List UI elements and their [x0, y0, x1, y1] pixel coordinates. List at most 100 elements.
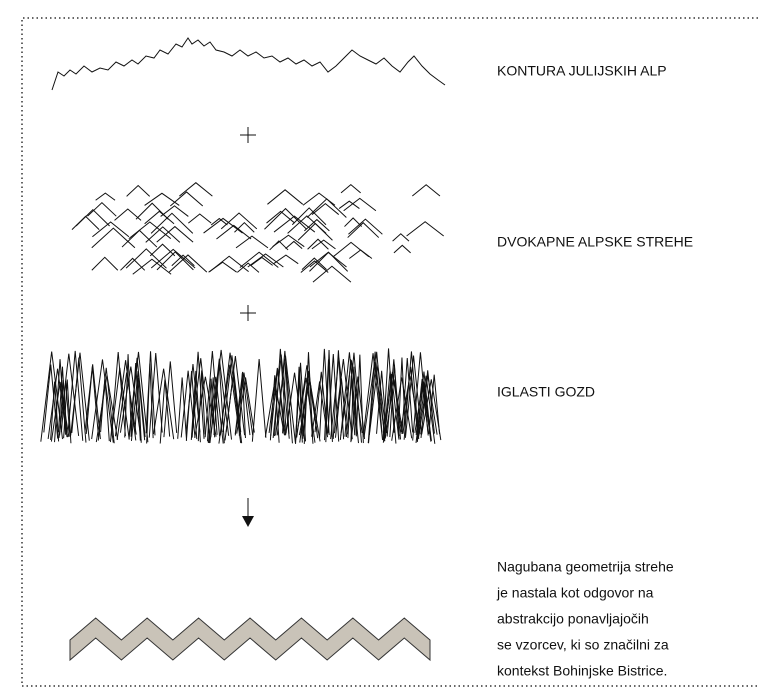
- tree: [401, 357, 414, 435]
- roof: [311, 202, 340, 215]
- roof-pattern: [71, 182, 444, 283]
- tree: [153, 368, 175, 440]
- roof: [92, 221, 130, 238]
- tree: [384, 379, 404, 439]
- tree: [177, 377, 188, 441]
- roof: [302, 192, 336, 206]
- roof: [272, 234, 305, 248]
- tree: [163, 361, 178, 438]
- tree: [363, 353, 384, 441]
- roof: [312, 265, 352, 283]
- roof: [95, 192, 116, 201]
- roof: [87, 201, 117, 217]
- roof: [91, 227, 136, 249]
- roof: [236, 262, 260, 273]
- roof: [220, 212, 258, 230]
- roof: [267, 189, 304, 205]
- tree: [204, 351, 221, 438]
- tree: [148, 353, 163, 438]
- roof: [149, 243, 176, 257]
- tree: [57, 366, 67, 434]
- tree: [114, 360, 137, 441]
- roof: [235, 235, 269, 249]
- roof: [132, 258, 172, 275]
- tree: [124, 354, 132, 438]
- arrow-head: [242, 516, 254, 527]
- roof: [392, 233, 410, 242]
- tree: [60, 380, 71, 437]
- roof: [156, 251, 194, 271]
- tree: [251, 359, 267, 442]
- tree: [272, 354, 290, 439]
- roof: [338, 200, 360, 209]
- roof: [160, 205, 189, 217]
- roof: [344, 217, 363, 227]
- plus-sign: [240, 305, 256, 321]
- tree: [324, 359, 333, 442]
- tree: [367, 351, 383, 444]
- mountain-contour: [51, 37, 446, 91]
- tree: [363, 362, 386, 439]
- tree: [47, 368, 68, 440]
- tree: [191, 358, 211, 440]
- roof: [114, 208, 142, 221]
- tree: [302, 379, 314, 444]
- tree: [327, 353, 340, 442]
- roof: [273, 215, 316, 233]
- roof: [150, 248, 196, 269]
- roof: [269, 240, 289, 251]
- roof: [340, 183, 361, 194]
- tree: [269, 375, 280, 443]
- label: IGLASTI GOZD: [497, 384, 595, 400]
- tree: [420, 370, 435, 438]
- roof: [332, 241, 370, 258]
- roof: [349, 249, 373, 259]
- tree: [145, 351, 156, 436]
- tree: [50, 381, 60, 442]
- roof: [291, 207, 327, 226]
- tree: [128, 351, 149, 443]
- description-line: je nastala kot odgovor na: [496, 585, 654, 601]
- tree: [270, 368, 286, 436]
- roof: [169, 191, 204, 207]
- tree: [303, 352, 314, 444]
- roof: [91, 256, 119, 271]
- roof: [393, 244, 411, 254]
- roof: [171, 254, 195, 267]
- tree: [421, 379, 442, 441]
- roof: [285, 240, 303, 250]
- roof: [343, 197, 377, 212]
- roof: [188, 213, 212, 224]
- roof: [347, 222, 380, 238]
- tree: [339, 352, 359, 444]
- roof: [209, 255, 249, 273]
- tree: [185, 371, 198, 441]
- description-line: kontekst Bohinjske Bistrice.: [497, 663, 667, 679]
- tree: [71, 357, 87, 443]
- roof: [250, 256, 273, 266]
- tree: [347, 375, 356, 439]
- roof: [273, 254, 299, 265]
- roof: [144, 192, 180, 206]
- tree: [119, 366, 142, 441]
- tree: [58, 353, 80, 438]
- roof: [412, 184, 441, 197]
- tree: [415, 381, 432, 443]
- roof: [297, 222, 333, 241]
- roof: [306, 198, 347, 218]
- tree: [197, 370, 206, 442]
- roof: [406, 221, 444, 237]
- tree: [299, 370, 319, 443]
- description-line: se vzorcev, ki so značilni za: [497, 637, 669, 653]
- tree: [264, 381, 285, 438]
- roof: [145, 226, 181, 243]
- label: KONTURA JULIJSKIH ALP: [497, 63, 667, 79]
- tree: [330, 357, 348, 440]
- description-line: abstrakcijo ponavljajočih: [497, 611, 649, 627]
- tree: [414, 381, 432, 442]
- tree: [319, 348, 330, 438]
- roof: [128, 221, 172, 240]
- roof: [179, 182, 213, 197]
